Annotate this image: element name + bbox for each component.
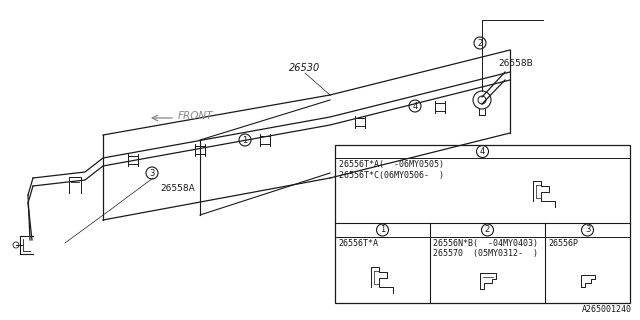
Text: 26558B: 26558B <box>498 59 532 68</box>
Text: 26556T*A(  -06MY0505): 26556T*A( -06MY0505) <box>339 160 444 169</box>
Text: 2: 2 <box>477 38 483 47</box>
Text: 2: 2 <box>485 226 490 235</box>
Text: FRONT: FRONT <box>178 111 214 121</box>
Text: 26556N*B(  -04MY0403)
265570  (05MY0312-  ): 26556N*B( -04MY0403) 265570 (05MY0312- ) <box>433 239 538 259</box>
Text: 3: 3 <box>585 226 590 235</box>
Bar <box>335 145 630 303</box>
Text: A265001240: A265001240 <box>582 305 632 314</box>
Text: 26558A: 26558A <box>160 183 195 193</box>
Text: 4: 4 <box>412 101 418 110</box>
Text: 26556T*C(06MY0506-  ): 26556T*C(06MY0506- ) <box>339 171 444 180</box>
Text: 3: 3 <box>149 169 155 178</box>
Text: 4: 4 <box>480 147 485 156</box>
Text: 26530: 26530 <box>289 63 321 73</box>
Text: 1: 1 <box>380 226 385 235</box>
Text: 26556T*A: 26556T*A <box>338 239 378 248</box>
Text: 1: 1 <box>243 135 248 145</box>
Text: 26556P: 26556P <box>548 239 578 248</box>
